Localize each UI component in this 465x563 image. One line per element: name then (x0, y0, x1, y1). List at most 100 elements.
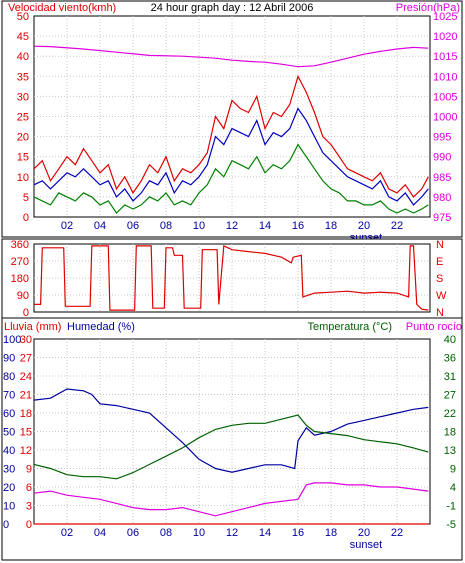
humidity-series-line-0 (33, 388, 429, 473)
wind-x-tick: 20 (358, 220, 370, 232)
humidity-x-tick: 18 (325, 527, 337, 539)
wind-x-ticks: 02 04 06 08 10 12 14 16 18 20 22 (61, 220, 403, 232)
humidity-y-tick: 0 (3, 519, 9, 531)
rain-y-tick: 18 (20, 408, 32, 420)
rain-y-tick: 27 (20, 353, 32, 365)
temperature-y-tick: 40 (444, 334, 456, 346)
temperature-y-tick: 36 (444, 353, 456, 365)
humidity-y-tick: 60 (3, 408, 15, 420)
pressure-y-tick: 1020 (433, 31, 457, 43)
humidity-x-tick: 10 (193, 527, 205, 539)
wind-series-line-1 (33, 74, 429, 198)
rain-y-tick: 3 (26, 501, 32, 513)
rain-y-tick: 12 (20, 445, 32, 457)
wind-x-tick: 10 (193, 220, 205, 232)
wind-x-tick: 02 (61, 220, 73, 232)
compass-y-tick: N (436, 239, 444, 251)
wind-y-tick: 45 (17, 31, 29, 43)
wind-y-tick: 25 (17, 112, 29, 124)
humidity-y-tick: 20 (3, 482, 15, 494)
pressure-y-tick: 985 (433, 172, 451, 184)
temperature-y-tick: -5 (446, 519, 456, 531)
rain-y-tick: 15 (20, 427, 32, 439)
humidity-y-tick: 70 (3, 390, 15, 402)
direction-y-tick: 360 (11, 239, 29, 251)
wind-x-tick: 12 (226, 220, 238, 232)
pressure-y-tick: 1010 (433, 71, 457, 83)
wind-x-tick: 16 (292, 220, 304, 232)
pressure-y-tick: 1000 (433, 112, 457, 124)
temperature-y-tick: 18 (444, 427, 456, 439)
sunset-marker-lower: sunset (350, 539, 382, 551)
direction-y-tick: 180 (11, 273, 29, 285)
humidity-axis-label: Humedad (%) (67, 321, 135, 333)
humidity-x-tick: 20 (358, 527, 370, 539)
wind-pressure-panel: Velocidad viento(kmh) 24 hour graph day … (1, 0, 463, 244)
wind-y-tick: 20 (17, 132, 29, 144)
direction-y-tick: 270 (11, 256, 29, 268)
temperature-y-ticks: -5 -1 4 9 13 18 22 27 31 36 40 (444, 334, 456, 531)
wind-x-tick: 08 (160, 220, 172, 232)
humidity-x-tick: 14 (259, 527, 271, 539)
humidity-x-tick: 04 (94, 527, 106, 539)
humidity-series (33, 388, 429, 525)
compass-y-tick: W (436, 290, 447, 302)
chart-title: 24 hour graph day : 12 Abril 2006 (151, 2, 314, 14)
temperature-y-tick: 22 (444, 408, 456, 420)
wind-y-tick: 5 (23, 192, 29, 204)
wind-y-tick: 50 (17, 11, 29, 23)
rain-y-tick: 6 (26, 482, 32, 494)
temperature-axis-label: Temperatura (°C) (308, 321, 392, 333)
pressure-y-tick: 1015 (433, 51, 457, 63)
wind-y-ticks: 0 5 10 15 20 25 30 35 40 45 50 (17, 11, 29, 224)
humidity-x-tick: 16 (292, 527, 304, 539)
pressure-y-ticks: 975 980 985 990 995 1000 1005 1010 1015 1020 1025 (433, 11, 457, 224)
direction-y-ticks: 0 90 180 270 360 (11, 239, 29, 319)
wind-y-tick: 35 (17, 71, 29, 83)
humidity-x-tick: 12 (226, 527, 238, 539)
pressure-y-tick: 975 (433, 212, 451, 224)
humidity-y-tick: 10 (3, 501, 15, 513)
wind-grid (33, 15, 431, 218)
compass-y-tick: E (436, 256, 443, 268)
humidity-x-tick: 22 (391, 527, 403, 539)
compass-y-tick: S (436, 273, 443, 285)
wind-axis-label: Velocidad viento(kmh) (8, 2, 116, 14)
humidity-x-ticks: 02 04 06 08 10 12 14 16 18 20 22 (61, 527, 403, 539)
humidity-series-line-2 (33, 482, 429, 517)
direction-series (34, 244, 429, 311)
pressure-y-tick: 990 (433, 152, 451, 164)
pressure-y-tick: 1005 (433, 91, 457, 103)
pressure-y-tick: 980 (433, 192, 451, 204)
humidity-y-tick: 50 (3, 427, 15, 439)
temperature-y-tick: 13 (444, 445, 456, 457)
temperature-y-tick: -1 (446, 501, 456, 513)
wind-x-tick: 18 (325, 220, 337, 232)
pressure-y-tick: 1025 (433, 11, 457, 23)
wind-series-line-0 (33, 45, 429, 68)
wind-series (33, 45, 429, 214)
wind-x-tick: 14 (259, 220, 271, 232)
humidity-y-tick: 100 (3, 334, 21, 346)
direction-y-tick: 90 (17, 290, 29, 302)
rain-y-tick: 21 (20, 390, 32, 402)
humidity-y-tick: 40 (3, 445, 15, 457)
temperature-y-tick: 31 (444, 371, 456, 383)
rain-y-tick: 24 (20, 371, 32, 383)
humidity-y-tick: 30 (3, 464, 15, 476)
humidity-y-tick: 90 (3, 353, 15, 365)
rain-y-tick: 0 (26, 519, 32, 531)
wind-x-tick: 04 (94, 220, 106, 232)
temperature-y-tick: 4 (450, 482, 456, 494)
rain-y-tick: 30 (20, 334, 32, 346)
wind-series-line-3 (33, 143, 429, 214)
humidity-series-line-1 (33, 414, 429, 480)
rain-y-ticks: 0 3 6 9 12 15 18 21 24 27 30 (20, 334, 32, 531)
direction-series-line-0 (34, 244, 429, 311)
wind-y-tick: 15 (17, 152, 29, 164)
pressure-axis-label: Presión(hPa) (396, 2, 460, 14)
